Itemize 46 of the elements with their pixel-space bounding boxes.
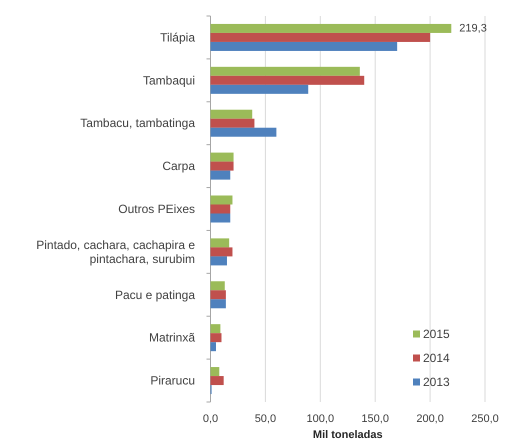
bar	[210, 110, 252, 119]
bar	[210, 324, 220, 334]
y-tick-label: Pintado, cachara, cachapira e pintachara, surubim	[36, 238, 196, 266]
x-tick-label: 100,0	[306, 413, 334, 425]
bar	[210, 204, 230, 214]
y-tick-label: Pacu e patinga	[114, 288, 196, 302]
bar	[210, 84, 308, 94]
bar	[210, 42, 398, 51]
bar	[210, 299, 226, 308]
x-tick-label: 0,0	[202, 413, 218, 425]
data-label: 219,3	[459, 22, 487, 34]
bar	[210, 238, 230, 248]
y-tick-label: Pirarucu	[150, 374, 195, 388]
x-axis-title: Mil toneladas	[312, 429, 383, 441]
bar	[210, 333, 222, 342]
bar	[210, 24, 452, 33]
bar	[210, 66, 360, 76]
bar	[210, 367, 220, 376]
bar	[210, 376, 224, 386]
bar	[210, 118, 254, 128]
legend-label: 2015	[423, 327, 450, 341]
bar	[210, 128, 276, 137]
y-tick-label: Tambaqui	[142, 73, 195, 88]
bar	[210, 281, 225, 290]
bar	[210, 152, 234, 162]
bar	[210, 32, 430, 42]
x-tick-label: 150,0	[361, 413, 389, 425]
bar	[210, 195, 232, 204]
bar	[210, 170, 230, 180]
bar	[210, 162, 234, 171]
y-tick-label: Carpa	[162, 159, 196, 174]
x-tick-label: 50,0	[254, 413, 276, 425]
x-tick-label: 200,0	[416, 413, 444, 425]
legend-label: 2014	[423, 351, 450, 365]
bar	[210, 256, 227, 266]
x-tick-label: 250,0	[471, 413, 499, 425]
y-tick-label: Tilápia	[160, 30, 196, 44]
bar	[210, 247, 232, 256]
bar	[210, 214, 230, 223]
bar	[210, 76, 364, 85]
y-tick-label: Matrinxã	[148, 330, 196, 345]
y-tick-label: Tambacu, tambatinga	[80, 116, 196, 130]
bar	[210, 290, 226, 300]
bar	[210, 342, 216, 352]
legend-label: 2013	[423, 375, 450, 389]
y-tick-label: Outros PEixes	[118, 202, 195, 216]
